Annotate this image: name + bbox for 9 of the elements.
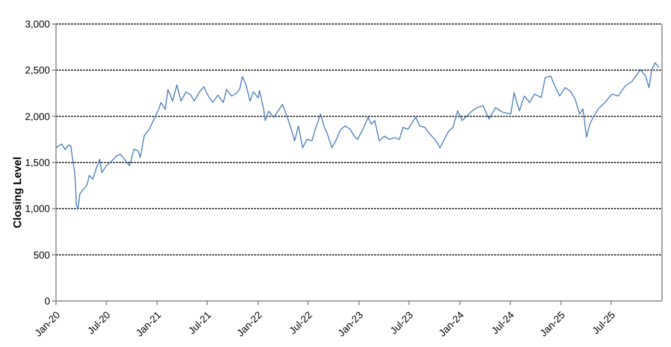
y-tick-label: 1,000 (24, 204, 50, 216)
y-tick-label: 0 (44, 296, 50, 308)
line-series (56, 62, 660, 210)
y-tick-label: 2,500 (24, 66, 50, 77)
y-tick-label: 2,000 (24, 112, 50, 123)
y-tick-label: 1,500 (24, 158, 50, 170)
y-axis-title: Closing Level (12, 156, 24, 228)
y-tick-label: 500 (33, 250, 50, 262)
y-tick-label: 3,000 (24, 20, 50, 31)
